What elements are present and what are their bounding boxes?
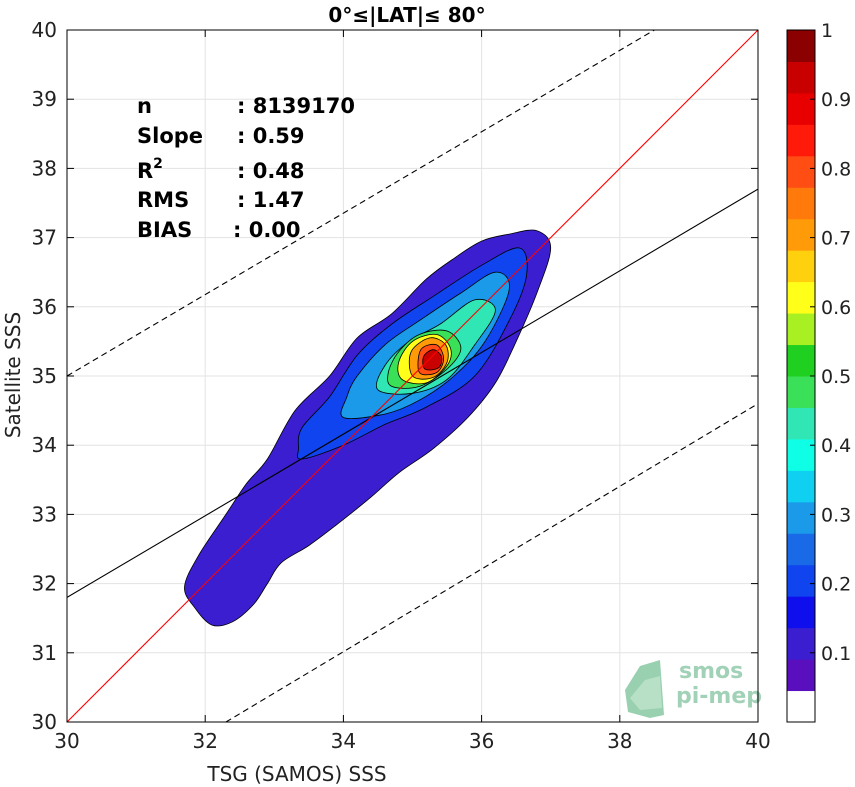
x-tick-label-3: 36 — [469, 729, 494, 753]
logo-emblem-inner — [630, 676, 662, 710]
colorbar-tick-label-4: 0.5 — [821, 366, 851, 388]
stat-value-2: : 0.48 — [237, 159, 305, 183]
colorbar-segment-2 — [787, 627, 815, 660]
colorbar-segment-19 — [787, 92, 815, 125]
y-axis-label: Satellite SSS — [1, 312, 25, 438]
colorbar-segment-1 — [787, 659, 815, 692]
y-tick-label-3: 33 — [32, 502, 57, 526]
colorbar-segment-3 — [787, 596, 815, 629]
stat-label-4: BIAS — [137, 218, 192, 242]
colorbar: 0.1 0.2 0.3 0.4 0.5 0.6 0.7 0.8 0.9 1 — [786, 20, 851, 723]
colorbar-segment-5 — [787, 533, 815, 566]
fit-line — [67, 188, 758, 598]
stat-label-3: RMS — [137, 188, 189, 212]
colorbar-segment-0 — [787, 690, 815, 723]
lower-dashed-line — [225, 403, 758, 722]
colorbar-segment-20 — [787, 61, 815, 94]
y-tick-label-0: 30 — [32, 710, 57, 734]
colorbar-segment-12 — [787, 313, 815, 346]
colorbar-tick-label-6: 0.7 — [821, 228, 851, 250]
colorbar-segment-16 — [787, 187, 815, 220]
colorbar-tick-label-8: 0.9 — [821, 89, 851, 111]
y-tick-label-2: 32 — [32, 572, 57, 596]
colorbar-segment-11 — [787, 344, 815, 377]
colorbar-tick-label-1: 0.2 — [821, 574, 851, 596]
stat-value-1: : 0.59 — [237, 124, 305, 148]
x-tick-label-1: 32 — [192, 729, 217, 753]
y-tick-label-8: 38 — [32, 156, 57, 180]
x-tick-label-2: 34 — [331, 729, 356, 753]
stat-value-4: : 0.00 — [233, 218, 301, 242]
y-tick-label-9: 39 — [32, 87, 57, 111]
contour-level-9 — [422, 349, 443, 371]
y-tick-label-7: 37 — [32, 226, 57, 250]
stat-value-3: : 1.47 — [237, 188, 305, 212]
colorbar-segment-13 — [787, 281, 815, 314]
stat-label-sup-2: 2 — [153, 156, 163, 172]
logo-line2: pi-mep — [676, 684, 762, 709]
colorbar-tick-label-2: 0.3 — [821, 504, 851, 526]
identity-line — [67, 30, 758, 722]
colorbar-segment-4 — [787, 564, 815, 597]
colorbar-segment-10 — [787, 376, 815, 408]
colorbar-tick-label-3: 0.4 — [821, 435, 851, 457]
colorbar-segment-14 — [787, 250, 815, 283]
stat-label-0: n — [137, 94, 152, 118]
colorbar-tick-label-0: 0.1 — [821, 643, 851, 665]
colorbar-segment-7 — [787, 470, 815, 503]
x-axis: 30 32 34 36 38 40 — [54, 30, 771, 753]
chart-title: 0°≤|LAT|≤ 80° — [328, 3, 485, 27]
colorbar-segment-9 — [787, 407, 815, 440]
reference-lines — [67, 30, 758, 722]
y-tick-label-4: 34 — [32, 433, 57, 457]
colorbar-segment-8 — [787, 438, 815, 471]
pimep-logo: smos pi-mep — [625, 659, 762, 718]
colorbar-segment-18 — [787, 124, 815, 157]
y-tick-label-5: 35 — [32, 364, 57, 388]
x-tick-label-0: 30 — [54, 729, 79, 753]
upper-dashed-line — [67, 30, 655, 377]
x-axis-label: TSG (SAMOS) SSS — [206, 762, 386, 786]
stat-label-1: Slope — [137, 124, 203, 148]
colorbar-segment-15 — [787, 218, 815, 251]
colorbar-segment-17 — [787, 155, 815, 188]
colorbar-segment-21 — [787, 30, 815, 62]
stat-value-0: : 8139170 — [237, 94, 355, 118]
x-tick-label-5: 40 — [745, 729, 770, 753]
y-tick-label-1: 31 — [32, 641, 57, 665]
y-tick-label-6: 36 — [32, 295, 57, 319]
colorbar-tick-label-5: 0.6 — [821, 297, 851, 319]
y-tick-label-10: 40 — [32, 18, 57, 42]
x-tick-label-4: 38 — [607, 729, 632, 753]
colorbar-tick-label-9: 1 — [821, 20, 833, 42]
colorbar-tick-label-7: 0.8 — [821, 158, 851, 180]
logo-line1: smos — [679, 659, 743, 684]
colorbar-segment-6 — [787, 501, 815, 534]
y-axis: 30 31 32 33 34 35 36 37 38 39 40 — [32, 18, 758, 734]
